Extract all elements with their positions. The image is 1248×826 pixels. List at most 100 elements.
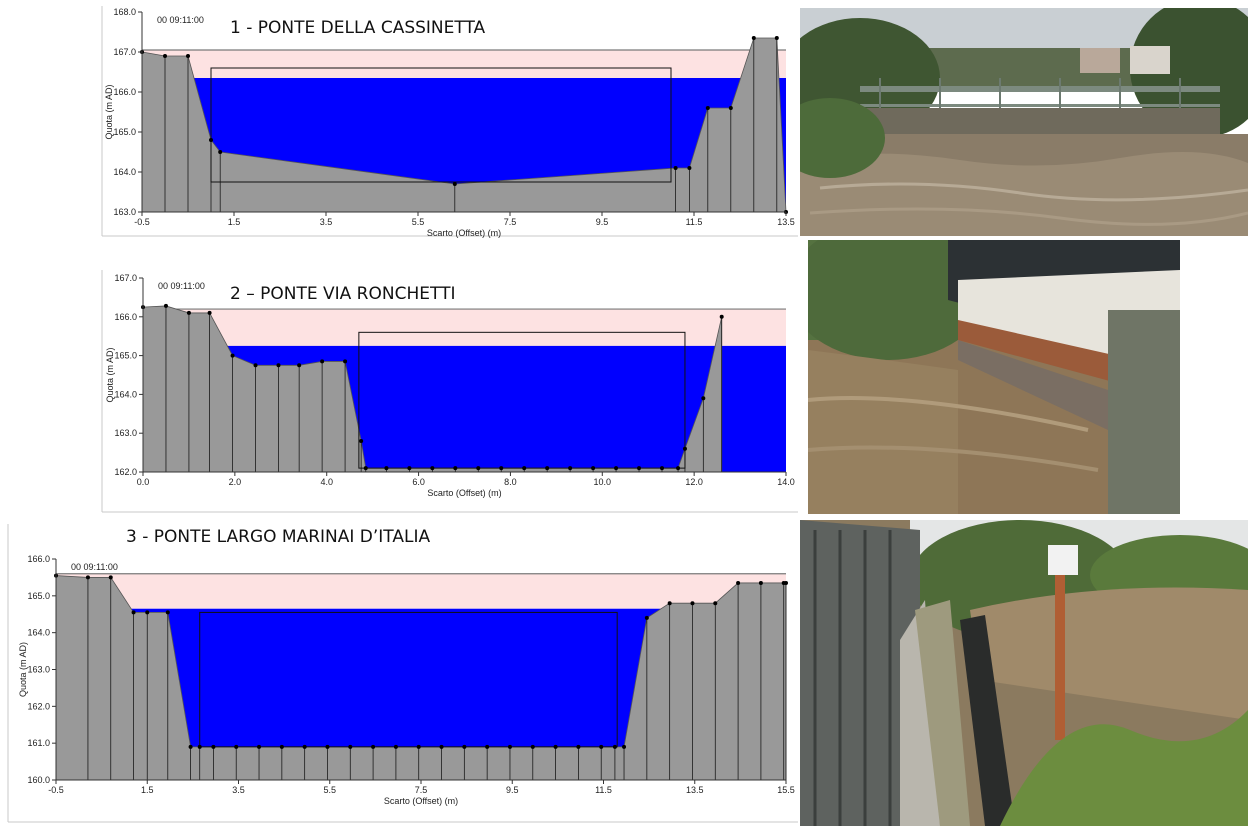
bridge-outline: [210, 67, 672, 183]
x-tick-label: 5.5: [323, 785, 336, 795]
station-marker: [297, 363, 302, 368]
station-marker: [163, 54, 167, 58]
x-tick-label: 9.5: [506, 785, 519, 795]
station-marker: [439, 744, 444, 749]
x-tick-label: 1.5: [228, 217, 241, 227]
chart-ponte-via-ronchetti: 162.0 163.0 164.0 165.0 166.0 167.0 0.0 2.0 4.0 6…: [0, 264, 800, 514]
station-marker: [384, 466, 389, 471]
y-tick-label: 163.0: [114, 428, 137, 438]
station-marker: [165, 610, 170, 615]
x-tick-label: 11.5: [686, 217, 703, 227]
x-tick-label: 4.0: [320, 477, 333, 487]
station-marker: [393, 744, 398, 749]
station-marker: [522, 466, 527, 471]
station-marker: [207, 310, 212, 315]
station-marker: [622, 744, 627, 749]
x-axis-label: Scarto (Offset) (m): [384, 796, 458, 806]
station-marker: [701, 396, 706, 401]
x-tick-label: 3.5: [320, 217, 333, 227]
station-marker: [302, 744, 307, 749]
x-tick-label: 5.5: [412, 217, 425, 227]
x-tick-label: 12.0: [685, 477, 703, 487]
station-marker: [108, 575, 113, 580]
y-tick-label: 166.0: [27, 554, 50, 564]
energy-band: [142, 50, 786, 78]
y-tick-label: 166.0: [113, 87, 136, 97]
station-marker: [452, 182, 457, 186]
station-marker: [188, 744, 193, 749]
x-tick-label: 1.5: [141, 785, 154, 795]
y-axis-label: Quota (m AD): [18, 642, 28, 697]
chart-ponte-via-ronchetti-svg: 162.0 163.0 164.0 165.0 166.0 167.0 0.0 2.0 4.0 6…: [101, 270, 798, 513]
station-marker: [612, 744, 617, 749]
y-tick-label: 164.0: [27, 628, 50, 638]
station-marker: [186, 54, 190, 58]
photo-ponte-via-ronchetti: [808, 240, 1180, 514]
y-tick-label: 162.0: [27, 701, 50, 711]
station-marker: [690, 601, 695, 606]
bridge-outline: [199, 611, 618, 748]
station-marker: [211, 744, 216, 749]
x-tick-label: 7.5: [415, 785, 428, 795]
x-tick-label: 10.0: [594, 477, 612, 487]
timestamp-label: 00 09:11:00: [157, 15, 204, 25]
y-tick-label: 161.0: [27, 738, 50, 748]
x-tick-label: -0.5: [48, 785, 64, 795]
station-marker: [348, 744, 353, 749]
station-marker: [363, 466, 368, 471]
station-marker: [682, 446, 687, 451]
x-tick-label: 11.5: [595, 785, 612, 795]
y-tick-label: 165.0: [27, 591, 50, 601]
station-marker: [359, 438, 364, 443]
station-marker: [145, 610, 150, 615]
x-tick-label: 0.0: [137, 477, 150, 487]
x-tick-label: -0.5: [134, 217, 150, 227]
chart-ponte-cassinetta-svg: 163.0 164.0 165.0 166.0 167.0 168.0 -0.5 1.5 3.5…: [101, 6, 798, 238]
station-marker: [218, 150, 223, 154]
station-marker: [568, 466, 573, 471]
station-marker: [530, 744, 535, 749]
y-tick-label: 164.0: [113, 167, 136, 177]
y-tick-label: 166.0: [114, 312, 137, 322]
station-marker: [325, 744, 330, 749]
station-marker: [591, 466, 596, 471]
y-tick-label: 164.0: [114, 389, 137, 399]
station-marker: [644, 615, 649, 620]
station-marker: [553, 744, 558, 749]
station-marker: [673, 166, 678, 170]
x-tick-label: 7.5: [504, 217, 517, 227]
station-marker: [230, 353, 235, 358]
station-marker: [279, 744, 284, 749]
station-marker: [430, 466, 435, 471]
station-marker: [163, 303, 168, 308]
station-marker: [499, 466, 504, 471]
x-axis-label: Scarto (Offset) (m): [427, 228, 501, 238]
bridge-outline: [358, 331, 686, 469]
x-axis-label: Scarto (Offset) (m): [427, 488, 501, 498]
station-marker: [276, 363, 281, 368]
station-marker: [476, 466, 481, 471]
y-tick-label: 167.0: [113, 47, 136, 57]
station-marker: [234, 744, 239, 749]
y-tick-label: 165.0: [114, 351, 137, 361]
station-marker: [576, 744, 581, 749]
y-tick-label: 163.0: [113, 207, 136, 217]
y-tick-label: 165.0: [113, 127, 136, 137]
station-marker: [676, 466, 681, 471]
chart-title: 1 - PONTE DELLA CASSINETTA: [230, 18, 486, 38]
timestamp-label: 00 09:11:00: [71, 562, 118, 572]
station-marker: [637, 466, 642, 471]
x-tick-label: 9.5: [596, 217, 609, 227]
station-marker: [186, 310, 191, 315]
station-marker: [453, 466, 458, 471]
station-marker: [687, 166, 692, 170]
station-marker: [407, 466, 412, 471]
station-marker: [719, 314, 724, 319]
station-marker: [599, 744, 604, 749]
x-tick-label: 13.5: [686, 785, 704, 795]
station-marker: [774, 36, 779, 40]
station-marker: [320, 359, 325, 364]
station-marker: [705, 106, 710, 110]
station-marker: [614, 466, 619, 471]
station-marker: [485, 744, 490, 749]
